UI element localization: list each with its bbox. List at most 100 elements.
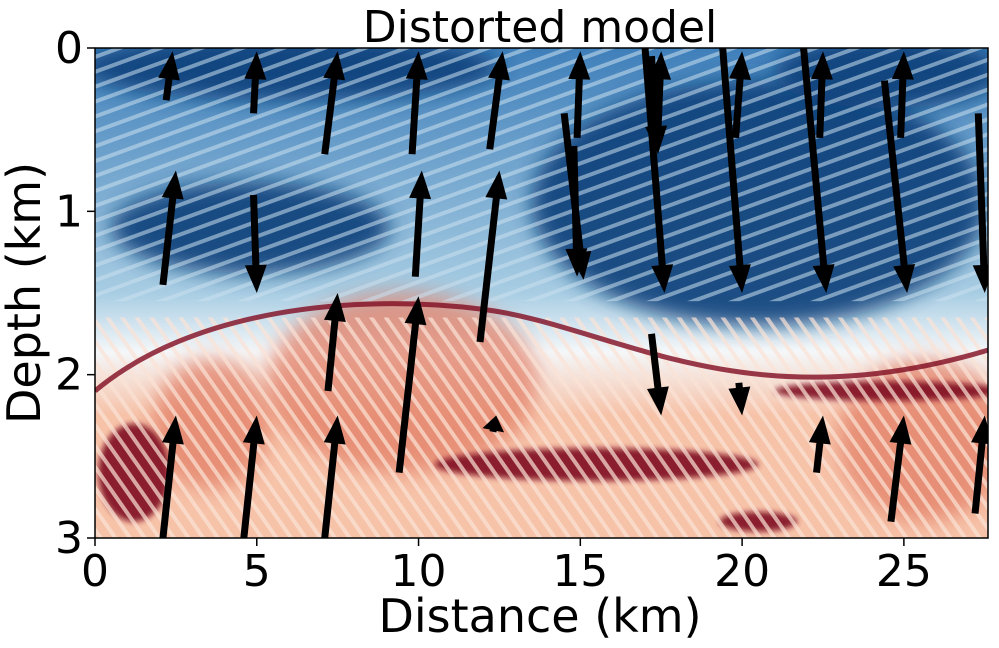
arrow [244, 194, 267, 293]
x-tick-label: 15 [552, 546, 608, 597]
chart-title: Distorted model [363, 2, 718, 53]
arrow-shaft [816, 77, 826, 138]
arrow [482, 415, 505, 433]
arrow-shaft [476, 195, 500, 343]
arrow-head [808, 415, 831, 445]
blue-stripe-texture [95, 48, 988, 302]
arrow [719, 48, 751, 293]
arrow-head [891, 51, 914, 80]
arrow [476, 170, 508, 343]
arrow-head [405, 51, 428, 80]
arrow-head [482, 415, 505, 433]
arrow-shaft [641, 48, 666, 268]
x-tick-label: 25 [876, 546, 932, 597]
arrow-head [568, 51, 591, 80]
arrow-head [323, 51, 346, 81]
arrow [321, 415, 346, 538]
arrow-head [651, 264, 674, 293]
y-axis-label: Depth (km) [0, 162, 51, 424]
plot-area [95, 48, 988, 538]
arrow-shaft [732, 76, 744, 139]
x-tick-label: 10 [391, 546, 447, 597]
arrow [565, 145, 588, 277]
arrow-head [972, 264, 988, 293]
arrow-head [244, 264, 267, 293]
arrow [409, 170, 432, 277]
arrow [240, 415, 265, 538]
arrow-head [812, 264, 835, 293]
arrow [641, 48, 674, 293]
arrow [728, 382, 751, 416]
arrow-shaft [813, 440, 824, 474]
arrow [646, 333, 669, 416]
arrow-head [488, 51, 510, 81]
arrow [244, 51, 267, 114]
arrow-head [728, 264, 751, 293]
arrow-shaft [321, 76, 338, 155]
arrow-shaft [897, 77, 907, 138]
arrow-shaft [162, 76, 173, 101]
arrow-head [404, 296, 427, 326]
arrow [159, 415, 184, 538]
arrow-shaft [395, 321, 420, 474]
plot-frame [94, 47, 989, 539]
arrow [321, 51, 346, 155]
arrow [395, 296, 427, 474]
interface-band [95, 301, 988, 393]
arrow-head [565, 248, 588, 277]
arrow-head [646, 386, 669, 416]
x-axis-label: Distance (km) [378, 589, 701, 643]
arrow [880, 80, 916, 293]
x-tick-label: 5 [243, 546, 271, 597]
arrow-shaft [648, 55, 660, 129]
arrow-head [409, 170, 432, 200]
arrow [486, 51, 510, 150]
y-tick-label: 3 [55, 513, 83, 564]
arrow [568, 51, 591, 138]
arrow-head [893, 263, 916, 293]
arrow [405, 51, 428, 155]
x-axis: 0 5 10 15 20 25 [81, 538, 932, 597]
arrow-head [810, 51, 833, 80]
arrow-shaft [974, 113, 988, 268]
y-tick-label: 0 [55, 23, 83, 74]
x-tick-label: 0 [81, 546, 109, 597]
arrow-head [244, 51, 267, 80]
arrow [729, 51, 751, 139]
arrow [800, 48, 835, 293]
arrow [972, 113, 988, 293]
arrow-shaft [887, 440, 905, 523]
arrow-head [242, 415, 265, 445]
arrow-head [323, 415, 346, 445]
arrow-shaft [159, 440, 177, 538]
x-tick-label: 20 [714, 546, 770, 597]
arrow-shaft [240, 440, 258, 538]
arrow-head [889, 415, 912, 445]
arrow-shaft [411, 196, 424, 277]
arrow [971, 415, 988, 514]
arrow-shaft [800, 48, 828, 268]
y-tick-label: 1 [55, 186, 83, 237]
arrow-shaft [971, 441, 986, 514]
arrow-head [728, 386, 751, 416]
arrow-field [158, 48, 988, 538]
arrow-shaft [880, 80, 908, 268]
arrow-head [729, 51, 751, 81]
arrow [810, 51, 833, 138]
arrow-head [161, 170, 184, 200]
arrow [323, 293, 346, 392]
arrow-shaft [321, 440, 339, 538]
arrow-shaft [486, 76, 503, 150]
arrow [159, 170, 184, 286]
arrow [887, 415, 912, 523]
arrow-shaft [250, 77, 259, 114]
arrow-shaft [570, 145, 580, 251]
arrow-head [485, 170, 508, 200]
arrow-shaft [719, 48, 744, 268]
arrow-shaft [408, 76, 421, 155]
arrow [158, 51, 180, 101]
arrow [808, 415, 831, 474]
arrow-shaft [324, 318, 339, 392]
arrow-shaft [250, 194, 260, 268]
y-tick-label: 2 [55, 350, 83, 401]
